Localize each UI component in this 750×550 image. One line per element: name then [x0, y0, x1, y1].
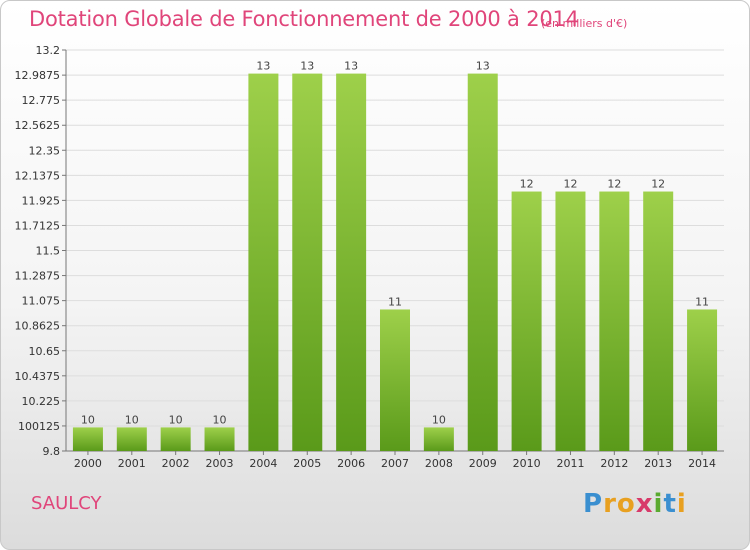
- x-tick-label: 2010: [513, 457, 541, 470]
- bar: [292, 73, 323, 452]
- bar: [467, 73, 498, 452]
- y-tick-labels: 9.8 100125 10.225 10.4375 10.65 10.8625 11.075…: [15, 44, 61, 458]
- x-tick-labels: 2000 2001 2002 2003 2004 2005 2006 2007 2008 2009…: [74, 457, 716, 470]
- value-label: 12: [651, 178, 665, 191]
- x-tick-label: 2007: [381, 457, 409, 470]
- bar: [555, 191, 586, 451]
- y-tick-label: 10.8625: [15, 320, 61, 333]
- y-tick-label: 12.1375: [15, 169, 61, 182]
- value-label: 10: [81, 413, 95, 426]
- x-tick-label: 2009: [469, 457, 497, 470]
- y-tick-label: 11.7125: [15, 219, 61, 232]
- bar: [511, 191, 542, 451]
- x-tick-label: 2003: [206, 457, 234, 470]
- y-tick-label: 9.8: [43, 445, 61, 458]
- y-tick-label: 13.2: [36, 44, 61, 57]
- x-tick-label: 2006: [337, 457, 365, 470]
- x-tick-label: 2002: [162, 457, 190, 470]
- y-tick-label: 10.4375: [15, 370, 61, 383]
- bar: [599, 191, 630, 451]
- bar: [72, 427, 103, 451]
- logo-letter: x: [635, 489, 654, 519]
- y-tick-label: 12.35: [29, 144, 61, 157]
- bar: [336, 73, 367, 452]
- logo-letter: i: [676, 489, 687, 519]
- x-tick-label: 2011: [556, 457, 584, 470]
- y-tick-label: 11.075: [22, 295, 61, 308]
- bar: [116, 427, 147, 451]
- value-labels: 10 10 10 10 13 13 13 11 10 13 12 12 12 12 11: [81, 60, 709, 427]
- x-tick-label: 2014: [688, 457, 716, 470]
- bar: [204, 427, 235, 451]
- value-label: 11: [695, 295, 709, 308]
- x-tick-label: 2008: [425, 457, 453, 470]
- value-label: 12: [607, 178, 621, 191]
- y-tick-label: 100125: [18, 420, 60, 433]
- y-tick-label: 10.65: [29, 345, 61, 358]
- y-tick-label: 12.9875: [15, 69, 61, 82]
- value-label: 12: [520, 178, 534, 191]
- y-tick-label: 10.225: [22, 395, 61, 408]
- value-label: 10: [169, 413, 183, 426]
- logo-letter: i: [653, 489, 664, 519]
- bar: [160, 427, 191, 451]
- bar: [643, 191, 674, 451]
- logo-letter: r: [603, 489, 617, 519]
- bar: [380, 309, 410, 451]
- x-tick-label: 2012: [600, 457, 628, 470]
- y-tick-label: 11.5: [36, 245, 61, 258]
- value-label: 13: [476, 60, 490, 73]
- logo-letter: P: [583, 489, 604, 519]
- bar: [423, 427, 454, 451]
- value-label: 13: [344, 60, 358, 73]
- logo-letter: o: [616, 489, 636, 519]
- value-label: 10: [432, 413, 446, 426]
- bars: [72, 73, 718, 452]
- proxiti-logo: Proxiti: [583, 489, 687, 519]
- chart-title: Dotation Globale de Fonctionnement de 20…: [29, 7, 579, 31]
- x-tick-label: 2001: [118, 457, 146, 470]
- value-label: 10: [213, 413, 227, 426]
- x-tick-label: 2013: [644, 457, 672, 470]
- y-tick-label: 11.925: [22, 194, 61, 207]
- x-tick-label: 2004: [249, 457, 277, 470]
- bar: [687, 309, 718, 451]
- value-label: 12: [563, 178, 577, 191]
- value-label: 11: [388, 295, 402, 308]
- bar: [248, 73, 279, 452]
- y-tick-label: 12.775: [22, 94, 61, 107]
- commune-name: SAULCY: [31, 493, 102, 514]
- value-label: 13: [256, 60, 270, 73]
- chart-unit: (en milliers d'€): [541, 17, 628, 30]
- y-tick-label: 11.2875: [15, 270, 61, 283]
- y-tick-label: 12.5625: [15, 119, 61, 132]
- value-label: 10: [125, 413, 139, 426]
- x-tick-label: 2005: [293, 457, 321, 470]
- value-label: 13: [300, 60, 314, 73]
- x-tick-label: 2000: [74, 457, 102, 470]
- logo-letter: t: [663, 489, 677, 519]
